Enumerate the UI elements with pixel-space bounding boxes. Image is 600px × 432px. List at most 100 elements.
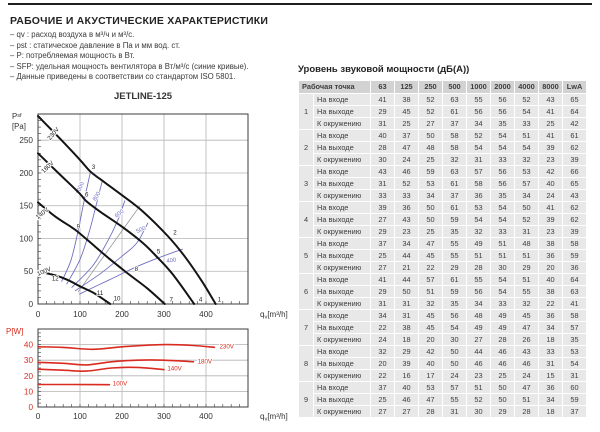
point-number: 6 [299, 274, 313, 309]
sfp-label: 800 [92, 191, 102, 202]
table-cell: 31 [395, 298, 418, 309]
table-cell: 45 [419, 250, 442, 261]
row-label: На входе [314, 130, 370, 141]
x-tick-label: 400 [199, 412, 213, 421]
freq-header-500: 500 [443, 81, 466, 93]
row-label: На выходе [314, 286, 370, 297]
table-cell: 58 [563, 310, 586, 321]
table-cell: 32 [515, 298, 538, 309]
table-cell: 50 [443, 346, 466, 357]
section-title: РАБОЧИЕ И АКУСТИЧЕСКИЕ ХАРАКТЕРИСТИКИ [10, 15, 268, 27]
x-tick-label: 400 [199, 310, 213, 319]
table-cell: 28 [371, 142, 394, 153]
table-cell: 65 [563, 94, 586, 105]
table-cell: 51 [515, 130, 538, 141]
table-cell: 45 [419, 322, 442, 333]
table-cell: 54 [563, 358, 586, 369]
table-cell: 46 [491, 346, 514, 357]
table-cell: 40 [419, 358, 442, 369]
table-cell: 40 [395, 382, 418, 393]
curve-140V [38, 202, 165, 304]
table-cell: 22 [371, 370, 394, 381]
operating-point-1: 1 [218, 296, 222, 303]
freq-header-125: 125 [395, 81, 418, 93]
y-tick-label: 0 [28, 403, 33, 412]
table-cell: 45 [395, 106, 418, 117]
table-cell: 64 [563, 274, 586, 285]
table-cell: 32 [419, 298, 442, 309]
table-cell: 46 [395, 166, 418, 177]
table-cell: 43 [539, 94, 562, 105]
table-cell: 52 [467, 394, 490, 405]
table-cell: 39 [563, 154, 586, 165]
table-cell: 35 [443, 226, 466, 237]
table-cell: 34 [467, 118, 490, 129]
table-cell: 16 [395, 370, 418, 381]
table-cell: 44 [395, 250, 418, 261]
x-axis-unit: qv[m³/h] [260, 412, 288, 423]
row-label: На входе [314, 202, 370, 213]
table-cell: 63 [563, 286, 586, 297]
table-cell: 54 [491, 286, 514, 297]
table-cell: 38 [539, 286, 562, 297]
table-cell: 55 [467, 94, 490, 105]
table-cell: 62 [563, 142, 586, 153]
top-rule [8, 3, 592, 5]
table-cell: 23 [467, 370, 490, 381]
y-tick-label: 200 [19, 169, 33, 178]
note-item: – qv : расход воздуха в м³/ч и м³/с. [10, 30, 249, 41]
row-label: На выходе [314, 250, 370, 261]
table-cell: 54 [491, 214, 514, 225]
freq-header-250: 250 [419, 81, 442, 93]
table-cell: 51 [491, 250, 514, 261]
point-number: 8 [299, 346, 313, 381]
table-cell: 36 [539, 382, 562, 393]
curve-label-100V: 100V [36, 266, 53, 278]
table-cell: 39 [539, 214, 562, 225]
table-cell: 56 [467, 286, 490, 297]
table-cell: 48 [467, 310, 490, 321]
table-cell: 64 [563, 106, 586, 117]
table-cell: 47 [395, 142, 418, 153]
table-cell: 33 [515, 118, 538, 129]
table-cell: 61 [443, 274, 466, 285]
table-cell: 18 [539, 406, 562, 417]
operating-point-3: 3 [92, 164, 96, 171]
table-cell: 29 [395, 346, 418, 357]
table-cell: 50 [419, 214, 442, 225]
operating-point-9: 9 [77, 224, 81, 231]
row-label: К окружению [314, 406, 370, 417]
table-cell: 33 [395, 190, 418, 201]
x-tick-label: 0 [36, 412, 41, 421]
table-cell: 53 [563, 346, 586, 357]
x-tick-label: 0 [36, 310, 41, 319]
table-cell: 25 [371, 394, 394, 405]
table-cell: 59 [563, 394, 586, 405]
table-cell: 56 [491, 178, 514, 189]
table-cell: 43 [395, 214, 418, 225]
table-cell: 45 [515, 310, 538, 321]
table-cell: 46 [515, 358, 538, 369]
table-cell: 54 [491, 202, 514, 213]
table-cell: 46 [467, 358, 490, 369]
table-cell: 38 [395, 94, 418, 105]
operating-point-2: 2 [173, 230, 177, 237]
table-cell: 40 [539, 178, 562, 189]
table-cell: 65 [563, 178, 586, 189]
table-cell: 39 [563, 226, 586, 237]
table-cell: 20 [371, 358, 394, 369]
table-cell: 59 [563, 250, 586, 261]
